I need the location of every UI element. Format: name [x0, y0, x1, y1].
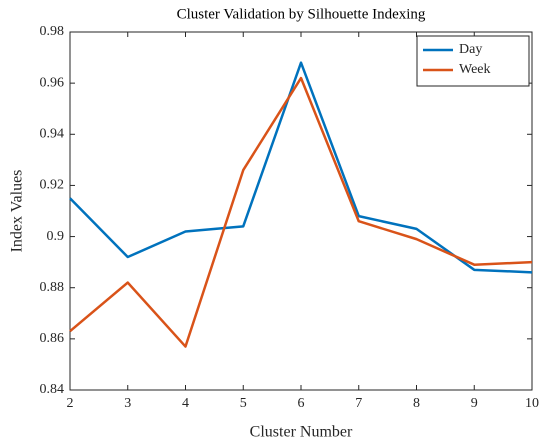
- x-tick-label: 3: [124, 396, 131, 411]
- x-tick-label: 5: [240, 396, 247, 411]
- y-tick-label: 0.92: [40, 178, 65, 193]
- chart-title: Cluster Validation by Silhouette Indexin…: [177, 6, 426, 22]
- x-tick-label: 4: [182, 396, 189, 411]
- line-series: [69, 61, 533, 274]
- y-tick-label: 0.84: [40, 382, 65, 397]
- y-tick-label: 0.98: [40, 24, 65, 39]
- line-series: [69, 76, 533, 348]
- y-axis-label: Index Values: [9, 170, 26, 253]
- x-tick-label: 10: [525, 396, 539, 411]
- x-tick-label: 9: [471, 396, 478, 411]
- y-tick-label: 0.9: [47, 229, 65, 244]
- legend-label: Week: [459, 62, 491, 77]
- y-tick-label: 0.96: [40, 75, 65, 90]
- y-tick-label: 0.94: [40, 127, 65, 142]
- x-tick-label: 7: [355, 396, 362, 411]
- legend-box: [416, 35, 530, 87]
- y-tick-label: 0.86: [40, 331, 65, 346]
- x-axis-label: Cluster Number: [250, 424, 353, 441]
- x-tick-label: 2: [67, 396, 74, 411]
- y-tick-label: 0.88: [40, 280, 65, 295]
- x-tick-label: 8: [413, 396, 420, 411]
- x-tick-label: 6: [298, 396, 305, 411]
- legend-label: Day: [459, 42, 482, 57]
